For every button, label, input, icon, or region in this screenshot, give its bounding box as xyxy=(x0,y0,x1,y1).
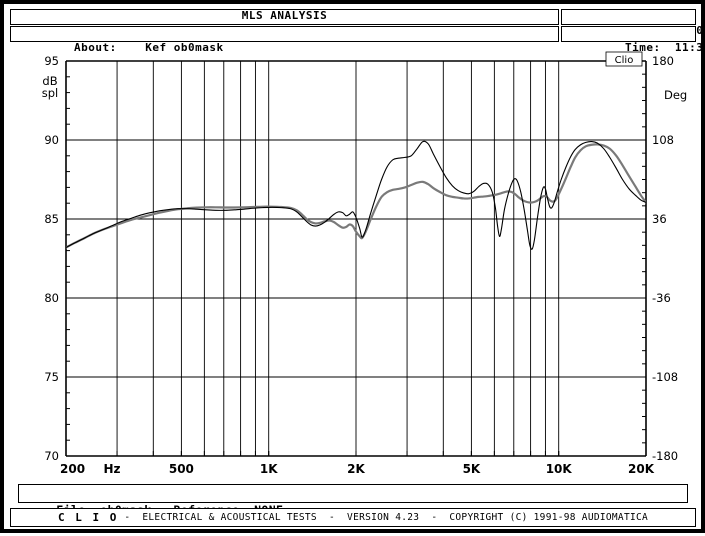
about-field[interactable]: About: Kef ob0mask xyxy=(10,26,559,54)
y-axis-label-right: 180 xyxy=(652,54,674,68)
x-axis-label: 5K xyxy=(463,462,481,474)
frequency-response-plot[interactable]: 70 75 80 85 90 95 -180 -108 -36 36 108 180 200 500 1K 2… xyxy=(10,46,696,474)
x-axis-label: 20K xyxy=(628,462,655,474)
footer-text: - ELECTRICAL & ACOUSTICAL TESTS - VERSIO… xyxy=(118,512,649,523)
about-label: About: xyxy=(73,41,117,54)
x-axis-label: 200 xyxy=(60,462,85,474)
time-label: Time: xyxy=(624,41,661,54)
y-axis-label-right: -108 xyxy=(652,370,678,384)
clio-tag-box xyxy=(605,51,643,67)
status-footer: C L I O - ELECTRICAL & ACOUSTICAL TESTS … xyxy=(10,508,696,527)
header: Test : MLS ANALYSIS Date: 14-01-05 About… xyxy=(10,9,705,54)
header-row-test: Test : MLS ANALYSIS Date: 14-01-05 xyxy=(10,9,705,37)
x-axis-unit-label: Hz xyxy=(103,462,120,474)
time-value: 11:31:40 xyxy=(674,41,705,54)
x-axis-label: 2K xyxy=(347,462,365,474)
y-axis-label-left: 95 xyxy=(44,54,59,68)
y-axis-label-left: 75 xyxy=(44,370,59,384)
y-axis-label-right: -180 xyxy=(652,449,678,463)
y-axis-label-right: -36 xyxy=(652,291,671,305)
y-axis-title-spl: spl xyxy=(42,86,59,100)
date-field: Date: 14-01-05 xyxy=(561,9,705,37)
graph-area[interactable]: 70 75 80 85 90 95 -180 -108 -36 36 108 180 200 500 1K 2… xyxy=(10,46,696,474)
y-axis-label-right: 108 xyxy=(652,133,674,147)
y-axis-label-right: 36 xyxy=(652,212,667,226)
x-axis-label: 1K xyxy=(260,462,278,474)
y-axis-label-left: 85 xyxy=(44,212,59,226)
about-value: Kef ob0mask xyxy=(145,41,224,54)
y-axis-label-left: 80 xyxy=(44,291,59,305)
curve-magnitude-thin xyxy=(66,140,646,250)
clio-tag-label: Clio xyxy=(615,55,634,66)
time-field: Time: 11:31:40 xyxy=(561,26,705,54)
file-bar[interactable]: File: ob0mask Reference: NONE xyxy=(18,484,688,517)
x-axis-label: 500 xyxy=(169,462,194,474)
y-axis-label-left: 90 xyxy=(44,133,59,147)
clio-brand: C L I O xyxy=(57,511,119,524)
header-row-about: About: Kef ob0mask Time: 11:31:40 xyxy=(10,26,705,54)
y-axis-title-deg: Deg xyxy=(664,88,687,102)
y-axis-label-left: 70 xyxy=(44,449,59,463)
y-axis-title-db: dB xyxy=(42,74,57,88)
test-field[interactable]: Test : xyxy=(10,9,559,37)
x-axis-label: 10K xyxy=(546,462,573,474)
